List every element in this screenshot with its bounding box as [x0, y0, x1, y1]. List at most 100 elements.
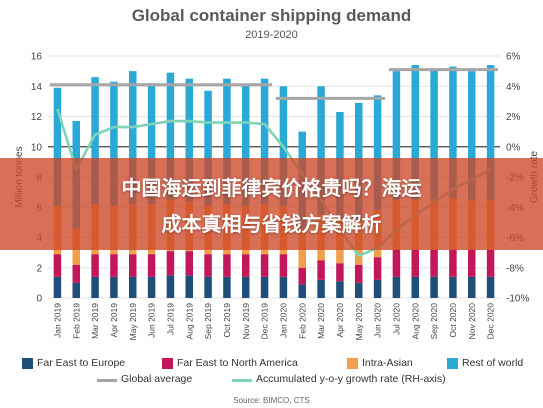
bar-far-east-europe — [166, 275, 175, 298]
bar-far-east-europe — [449, 276, 457, 298]
x-tick-label: Dec 2020 — [486, 303, 496, 340]
y-tick-label: 0 — [36, 294, 42, 305]
legend-line-growth-rate — [232, 379, 252, 382]
bar-rest-of-world — [486, 65, 495, 200]
x-tick-label: Aug 2020 — [410, 303, 420, 340]
bar-far-east-europe — [355, 282, 363, 298]
banner-line-1: 中国海运到菲律宾价格贵吗？海运 — [121, 176, 422, 200]
bar-far-east-north-america — [411, 249, 419, 277]
chart-subtitle: 2019-2020 — [245, 29, 298, 41]
bar-far-east-europe — [91, 276, 99, 298]
x-tick-label: Jun 2020 — [373, 303, 383, 338]
y-tick-label: 2 — [36, 263, 42, 274]
x-tick-label: Feb 2019 — [71, 303, 81, 339]
legend-label-far-east-europe: Far East to Europe — [37, 357, 126, 369]
bar-far-east-north-america — [355, 264, 363, 283]
x-tick-label: Oct 2019 — [222, 303, 232, 338]
bar-far-east-north-america — [449, 249, 457, 277]
x-tick-label: Nov 2019 — [241, 303, 251, 340]
chart-title: Global container shipping demand — [131, 6, 412, 25]
bar-far-east-north-america — [486, 249, 495, 277]
bar-far-east-europe — [392, 276, 401, 298]
bar-rest-of-world — [392, 71, 401, 200]
bar-far-east-north-america — [468, 249, 476, 277]
x-tick-label: Jun 2019 — [147, 303, 157, 338]
y-tick-label: 14 — [31, 82, 43, 93]
bar-far-east-europe — [336, 281, 344, 298]
x-tick-label: Jan 2019 — [52, 303, 62, 338]
bar-far-east-north-america — [260, 254, 269, 277]
x-tick-label: Sep 2020 — [429, 303, 439, 340]
y2-tick-label: 0% — [506, 142, 521, 153]
bar-rest-of-world — [430, 69, 438, 200]
x-tick-label: May 2019 — [128, 303, 138, 341]
bar-far-east-europe — [298, 284, 306, 298]
source-note: Source: BIMCO, CTS — [233, 396, 310, 405]
bar-rest-of-world — [204, 90, 212, 206]
bar-far-east-europe — [468, 276, 476, 298]
bar-far-east-north-america — [430, 249, 438, 277]
bar-rest-of-world — [166, 72, 175, 200]
bar-far-east-north-america — [166, 251, 175, 276]
x-tick-label: Feb 2020 — [297, 303, 307, 339]
x-tick-label: Jul 2020 — [391, 303, 401, 335]
x-tick-label: Nov 2020 — [467, 303, 477, 340]
bar-far-east-europe — [430, 276, 438, 298]
bar-far-east-europe — [317, 279, 325, 298]
y2-tick-label: -8% — [506, 263, 524, 274]
legend-label-intra-asian: Intra-Asian — [362, 357, 413, 369]
x-tick-label: Oct 2020 — [448, 303, 458, 338]
bar-far-east-europe — [129, 276, 137, 298]
x-tick-label: Jan 2020 — [278, 303, 288, 338]
bar-far-east-north-america — [298, 267, 306, 285]
bar-far-east-north-america — [72, 264, 80, 283]
bar-rest-of-world — [449, 66, 457, 199]
x-tick-label: Sep 2019 — [203, 303, 213, 340]
bar-far-east-north-america — [317, 260, 325, 280]
y2-tick-label: -10% — [506, 294, 529, 305]
bar-far-east-north-america — [373, 257, 382, 280]
bar-rest-of-world — [147, 83, 156, 205]
bar-far-east-north-america — [129, 254, 137, 277]
bar-rest-of-world — [53, 87, 62, 206]
bar-far-east-europe — [147, 276, 156, 298]
bar-far-east-europe — [373, 279, 382, 298]
bar-far-east-north-america — [204, 254, 212, 277]
x-tick-label: Mar 2020 — [316, 303, 326, 339]
bar-rest-of-world — [185, 78, 193, 202]
legend-label-far-east-north-america: Far East to North America — [177, 357, 298, 369]
legend-swatch-intra-asian — [347, 358, 358, 369]
title-banner: 中国海运到菲律宾价格贵吗？海运 成本真相与省钱方案解析 — [0, 158, 543, 250]
bar-rest-of-world — [242, 84, 250, 206]
bar-far-east-europe — [185, 275, 193, 298]
bar-rest-of-world — [110, 81, 118, 206]
y-tick-label: 12 — [31, 112, 43, 123]
bar-far-east-north-america — [242, 254, 250, 277]
legend-line-global-average — [97, 379, 117, 382]
bar-rest-of-world — [411, 65, 419, 200]
legend-label-global-average: Global average — [121, 373, 193, 385]
bar-far-east-north-america — [392, 249, 401, 277]
bar-rest-of-world — [317, 86, 325, 215]
bar-far-east-north-america — [91, 254, 99, 277]
y-tick-label: 10 — [31, 142, 43, 153]
bar-far-east-europe — [223, 276, 231, 298]
banner-line-2: 成本真相与省钱方案解析 — [161, 212, 382, 236]
bar-rest-of-world — [373, 95, 382, 211]
bar-far-east-europe — [411, 276, 419, 298]
bar-far-east-europe — [279, 276, 288, 298]
legend-swatch-rest-of-world — [447, 358, 458, 369]
y2-tick-label: 6% — [506, 52, 521, 63]
y2-tick-label: 4% — [506, 82, 521, 93]
x-tick-label: Jul 2019 — [165, 303, 175, 335]
bar-far-east-north-america — [185, 251, 193, 276]
bar-rest-of-world — [468, 71, 476, 200]
bar-rest-of-world — [223, 78, 231, 205]
bar-far-east-north-america — [336, 263, 344, 282]
bar-rest-of-world — [260, 78, 269, 205]
bar-far-east-europe — [260, 276, 269, 298]
x-tick-label: May 2020 — [354, 303, 364, 341]
bar-far-east-north-america — [147, 254, 156, 277]
x-tick-label: Apr 2019 — [109, 303, 119, 338]
x-tick-label: Apr 2020 — [335, 303, 345, 338]
